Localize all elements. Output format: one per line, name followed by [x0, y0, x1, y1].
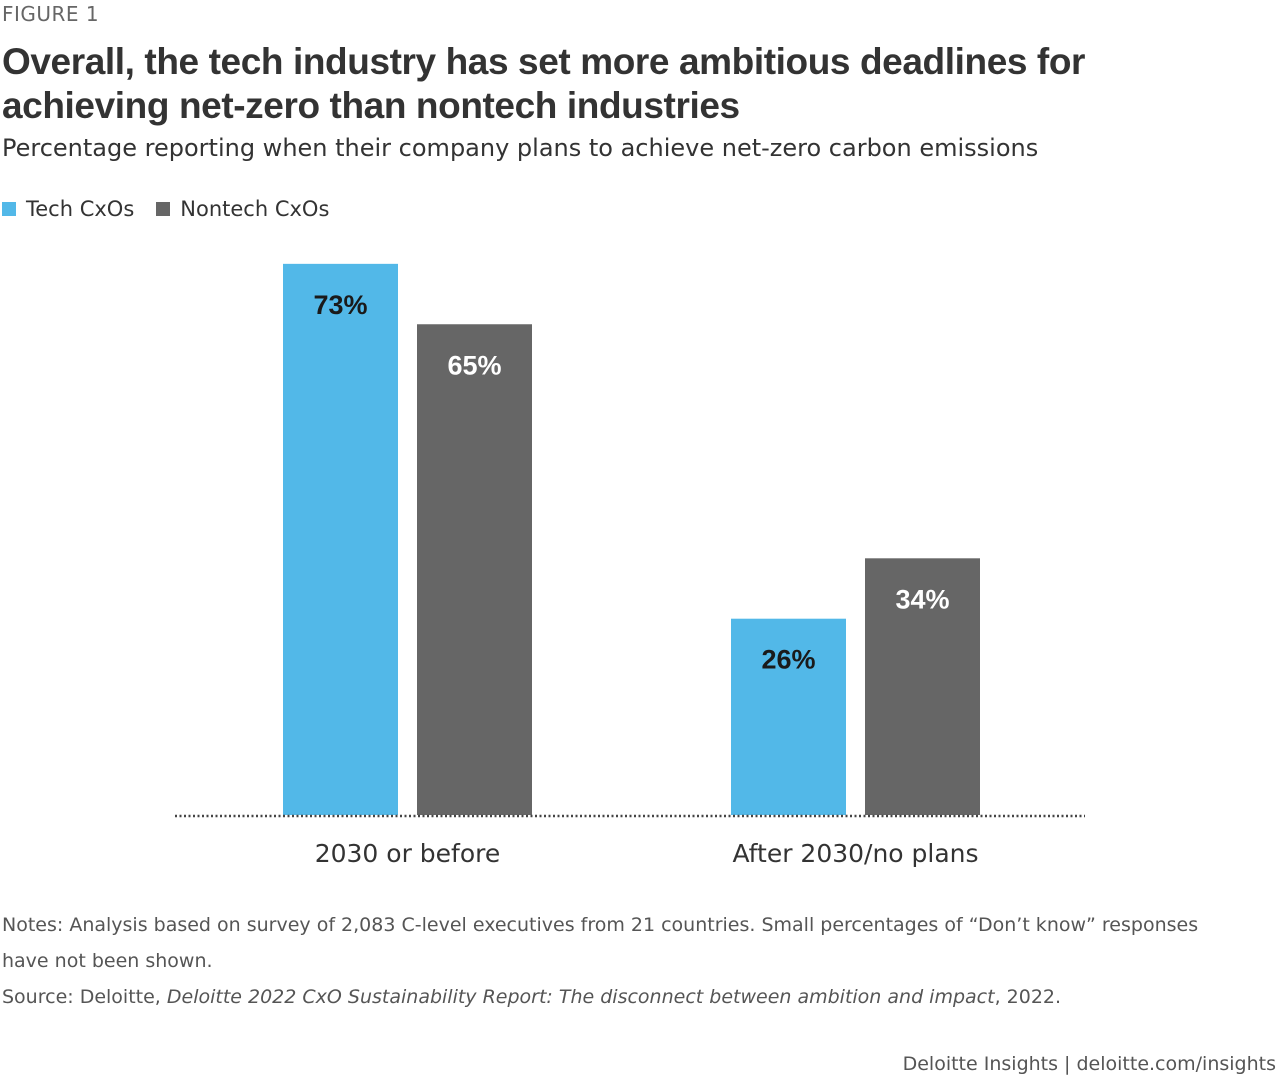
- bar-tech-0: [283, 263, 398, 816]
- legend-label-nontech: Nontech CxOs: [180, 197, 330, 221]
- bar-chart: 73% 65% 2030 or before 26% 34% After 2030/no …: [175, 263, 1085, 868]
- source-text: Source: Deloitte, Deloitte 2022 CxO Sust…: [2, 979, 1242, 1015]
- source-suffix: , 2022.: [994, 986, 1062, 1008]
- source-title: Deloitte 2022 CxO Sustainability Report:…: [166, 986, 995, 1008]
- legend-swatch-nontech: [156, 202, 171, 216]
- source-prefix: Source: Deloitte,: [2, 986, 167, 1008]
- category-label-0: 2030 or before: [315, 839, 501, 868]
- legend-item-nontech: Nontech CxOs: [156, 197, 329, 221]
- chart-notes: Notes: Analysis based on survey of 2,083…: [2, 907, 1242, 1015]
- category-label-1: After 2030/no plans: [732, 839, 978, 868]
- legend-item-tech: Tech CxOs: [2, 197, 134, 221]
- bar-tech-1: [731, 618, 846, 815]
- legend-label-tech: Tech CxOs: [26, 197, 135, 221]
- data-label-nontech-0: 65%: [447, 350, 501, 380]
- chart-title: Overall, the tech industry has set more …: [2, 41, 1086, 126]
- data-label-tech-0: 73%: [313, 290, 367, 320]
- chart-subtitle: Percentage reporting when their company …: [2, 134, 1039, 162]
- data-label-tech-1: 26%: [761, 645, 815, 675]
- chart-legend: Tech CxOs Nontech CxOs: [2, 197, 351, 221]
- footer-credit: Deloitte Insights | deloitte.com/insight…: [902, 1053, 1276, 1075]
- figure-label: FIGURE 1: [2, 2, 100, 26]
- data-label-nontech-1: 34%: [895, 584, 949, 614]
- bar-nontech-1: [865, 558, 980, 815]
- legend-swatch-tech: [2, 202, 16, 216]
- notes-text: Notes: Analysis based on survey of 2,083…: [2, 914, 1199, 972]
- bar-nontech-0: [417, 324, 532, 815]
